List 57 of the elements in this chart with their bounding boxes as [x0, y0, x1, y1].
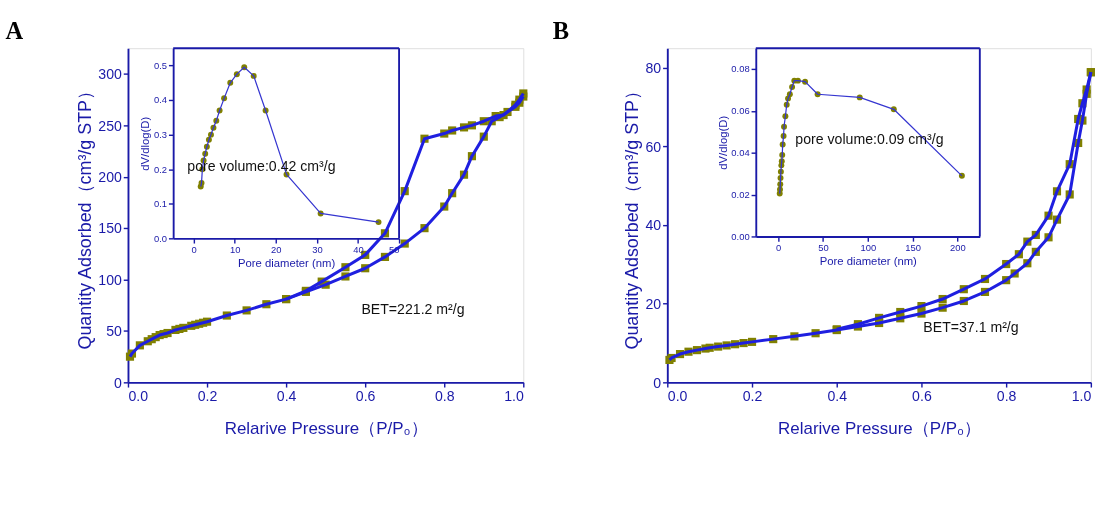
y-tick-label: 0.02 [731, 188, 750, 200]
y-tick-label: 300 [98, 66, 123, 83]
x-tick-label: 0.6 [912, 387, 932, 404]
y-tick-label: 0 [653, 374, 662, 391]
x-tick-label: 0.0 [128, 387, 149, 404]
y-tick-label: 0 [114, 374, 123, 391]
x-tick-label: 50 [818, 242, 829, 254]
x-tick-label: 40 [353, 243, 364, 255]
y-tick-label: 50 [106, 323, 123, 340]
x-axis-title: Pore diameter (nm) [819, 255, 918, 268]
y-tick-label: 20 [645, 295, 662, 312]
y-tick-label: 0.06 [731, 105, 750, 117]
chart-title: A [5, 16, 24, 44]
y-tick-label: 80 [645, 60, 662, 77]
y-tick-label: 0.08 [731, 63, 750, 75]
y-tick-label: 100 [98, 271, 123, 288]
x-tick-label: 0 [191, 243, 197, 255]
y-axis-title: dV/dlog(D) [139, 116, 152, 171]
y-tick-label: 40 [645, 217, 662, 234]
annotation: BET=221.2 m²/g [361, 300, 465, 317]
x-tick-label: 1.0 [504, 387, 524, 404]
x-axis-title: Relarive Pressure（P/P₀） [224, 418, 428, 438]
x-tick-label: 0.2 [742, 387, 763, 404]
x-tick-label: 100 [860, 242, 877, 254]
x-tick-label: 0.4 [827, 387, 848, 404]
y-tick-label: 0.0 [153, 232, 168, 244]
y-tick-label: 60 [645, 138, 662, 155]
x-tick-label: 0 [776, 242, 782, 254]
chart-title: B [552, 16, 570, 44]
y-tick-label: 0.5 [153, 59, 168, 71]
y-tick-label: 0.2 [153, 163, 168, 175]
x-tick-label: 0.2 [197, 387, 218, 404]
x-axis-title: Relarive Pressure（P/P₀） [778, 418, 982, 438]
x-tick-label: 30 [312, 243, 323, 255]
y-axis-title: Quantity Adsorbed（cm³/g STP） [74, 82, 95, 350]
y-tick-label: 0.04 [731, 147, 750, 159]
y-tick-label: 200 [98, 168, 123, 185]
x-tick-label: 1.0 [1071, 387, 1092, 404]
x-tick-label: 0.4 [276, 387, 297, 404]
x-tick-label: 20 [271, 243, 282, 255]
x-tick-label: 0.8 [434, 387, 455, 404]
x-tick-label: 10 [230, 243, 241, 255]
y-tick-label: 250 [98, 117, 123, 134]
y-axis-title: dV/dlog(D) [716, 115, 729, 170]
x-tick-label: 0.6 [355, 387, 376, 404]
y-axis-title: Quantity Adsorbed（cm³/g STP） [621, 82, 642, 350]
y-tick-label: 0.3 [153, 128, 168, 140]
x-tick-label: 200 [950, 242, 966, 254]
x-axis-title: Pore diameter (nm) [238, 257, 336, 270]
y-tick-label: 0.1 [153, 198, 168, 210]
x-tick-label: 150 [905, 242, 921, 254]
y-tick-label: 0.4 [153, 94, 168, 106]
y-tick-label: 150 [98, 220, 123, 237]
x-tick-label: 0.8 [996, 387, 1017, 404]
x-tick-label: 0.0 [667, 387, 688, 404]
annotation: BET=37.1 m²/g [923, 319, 1019, 336]
y-tick-label: 0.00 [731, 230, 750, 242]
